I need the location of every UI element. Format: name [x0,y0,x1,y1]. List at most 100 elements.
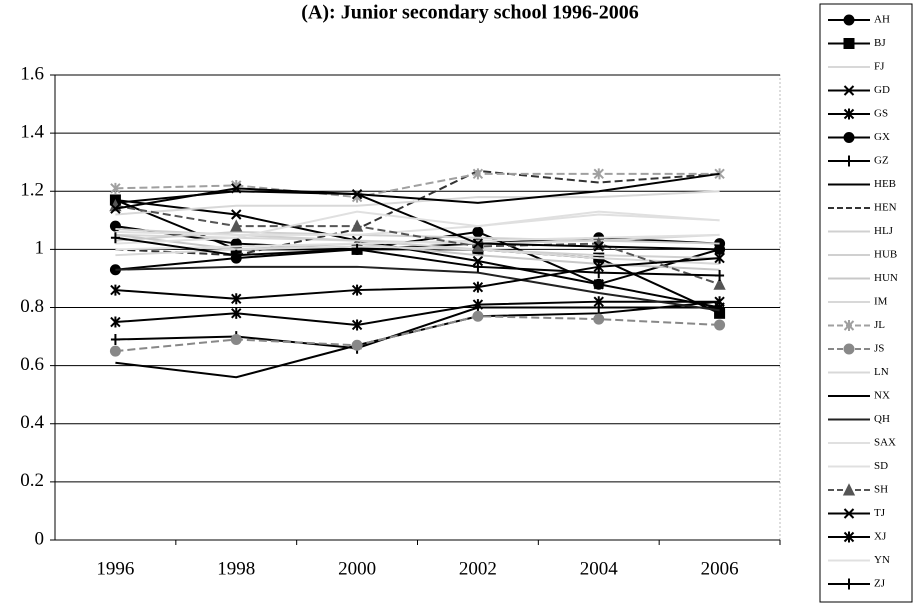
y-tick-label: 0.6 [20,354,44,375]
marker [472,238,484,249]
legend-label: HEB [874,178,896,190]
legend-label: TJ [874,507,886,519]
legend-label: HEN [874,202,897,214]
marker [110,203,121,214]
y-tick-label: 0.4 [20,412,44,433]
series-line [115,198,720,309]
legend-label: FJ [874,61,885,73]
y-tick-label: 1.4 [20,121,44,142]
series-line [115,265,720,312]
series-line [115,233,720,251]
marker [110,284,121,296]
marker [714,319,726,331]
y-tick-label: 0.2 [20,470,44,491]
series-line [115,204,720,286]
marker [110,232,120,244]
legend-label: HLJ [874,225,894,237]
y-tick-label: 1.2 [20,180,44,201]
legend-label: IM [874,296,888,308]
marker [843,85,855,96]
marker [472,168,484,180]
marker [350,219,364,232]
marker [594,302,604,313]
legend-label: SAX [874,437,896,449]
legend-label: QH [874,413,890,425]
marker [843,508,855,519]
x-tick-label: 2006 [701,558,739,579]
marker [843,343,855,355]
y-tick-label: 1.6 [20,63,44,84]
marker [594,267,604,279]
series-line [115,172,720,199]
marker [843,320,855,331]
x-tick-label: 2000 [338,558,376,579]
marker [713,277,726,290]
marker [472,310,484,322]
marker [231,249,241,261]
y-tick-label: 0 [35,528,45,549]
x-tick-label: 1996 [96,558,134,579]
marker [715,270,725,282]
marker [110,182,121,194]
legend-label: ZJ [874,578,886,590]
x-tick-label: 2002 [459,558,497,579]
marker [351,339,363,351]
marker [844,155,854,167]
marker [843,531,855,543]
marker [842,483,856,496]
marker [843,38,855,49]
legend-label: GD [874,84,890,96]
series-line [115,225,720,286]
y-tick-label: 0.8 [20,296,44,317]
series-line [115,213,720,236]
series-line [115,306,720,350]
legend-label: SD [874,460,888,472]
x-tick-label: 1998 [217,558,255,579]
legend-label: JL [874,319,885,331]
marker [843,132,855,143]
marker [473,261,483,273]
marker [352,243,362,255]
series-line [115,210,720,245]
legend-label: NX [874,390,890,402]
legend-label: GX [874,131,890,143]
series-line [115,245,720,265]
marker [231,209,242,220]
marker [110,316,121,328]
marker [231,307,242,319]
marker [843,14,855,26]
marker [351,188,363,200]
series-line [115,169,720,257]
marker [714,244,725,255]
marker [844,578,854,590]
marker [230,333,242,345]
marker [230,219,243,232]
legend-label: JS [874,343,884,355]
marker [231,293,242,305]
x-tick-label: 2004 [580,558,619,579]
marker [109,345,121,357]
chart-title: (A): Junior secondary school 1996-2006 [301,2,638,24]
y-tick-label: 1 [35,238,45,259]
series-line [115,172,720,204]
marker [593,168,604,180]
marker [715,302,725,313]
legend-label: SH [874,484,888,496]
series-line [115,257,720,300]
marker [714,252,725,264]
legend-label: GZ [874,155,889,167]
series-line [115,300,720,326]
legend-label: AH [874,14,890,26]
marker [351,319,363,331]
marker [231,183,242,194]
marker [593,278,605,290]
legend-label: YN [874,554,890,566]
series-line [115,315,720,353]
marker [472,255,484,267]
marker [843,108,855,120]
marker [593,241,604,252]
legend-label: HUN [874,272,898,284]
legend-label: BJ [874,37,886,49]
marker [472,226,484,238]
